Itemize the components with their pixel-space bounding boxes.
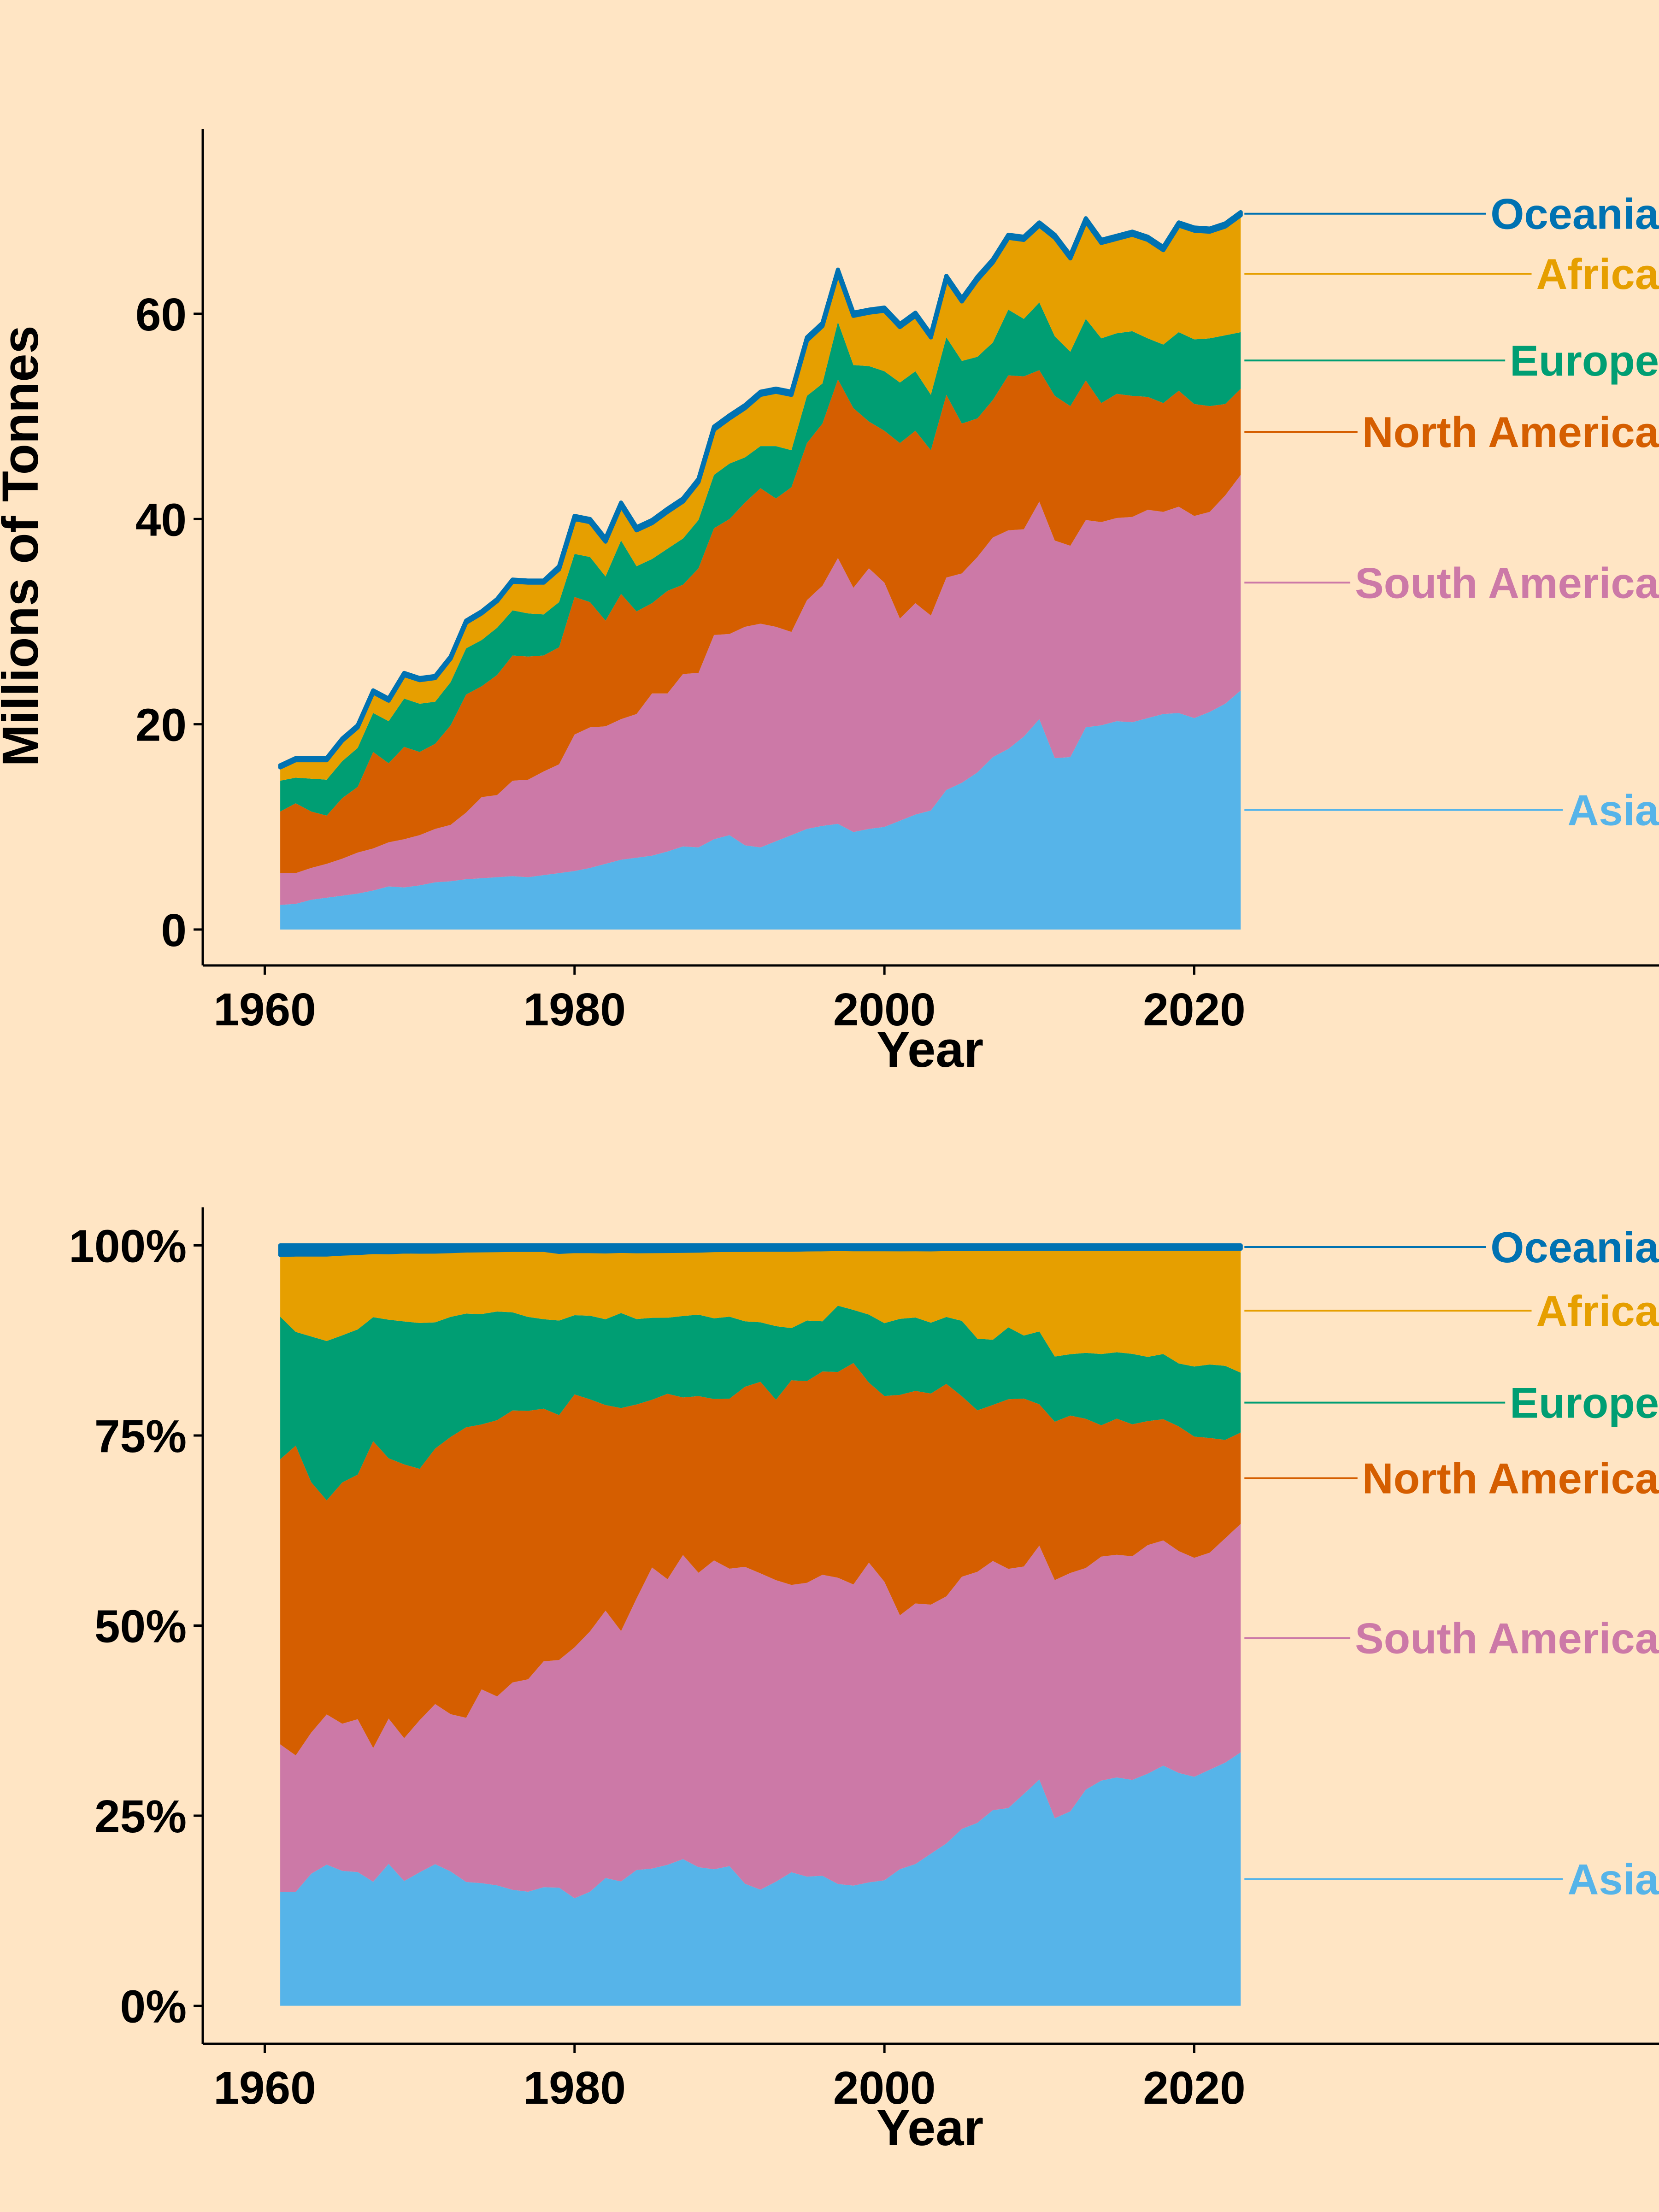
- p2-area-asia: [280, 1752, 1241, 2006]
- p2-x-tick-label: 2000: [833, 2062, 935, 2114]
- absolute-tonnes-panel: 0 20 40 60 1960 1980 2000 2020 Year Millions o…: [0, 129, 1659, 1078]
- p1-label-north-america: North America: [1362, 408, 1659, 456]
- p2-area-north-america: [280, 1363, 1241, 1756]
- p1-y-tick-label: 60: [135, 289, 187, 341]
- p1-y-ticks: 0 20 40 60: [135, 289, 203, 956]
- p2-series-labels: Asia South America North America Europe Afri…: [1355, 1223, 1659, 1904]
- p1-label-oceania: Oceania: [1490, 190, 1659, 238]
- p2-label-asia: Asia: [1567, 1855, 1659, 1904]
- p2-series-areas: [278, 1243, 1243, 2006]
- p1-label-africa: Africa: [1536, 250, 1659, 298]
- p2-y-tick-label: 50%: [94, 1601, 187, 1653]
- p1-series-areas: [278, 210, 1243, 930]
- p2-x-tick-label: 1960: [213, 2062, 316, 2114]
- p1-series-labels: Asia South America North America Europe Afri…: [1355, 190, 1659, 835]
- p1-y-axis-title: Millions of Tonnes: [0, 325, 49, 766]
- share-percent-panel: 0% 25% 50% 75% 100% 1960 1980 2000 2020 Year As…: [69, 1207, 1659, 2156]
- p1-x-axis-title: Year: [877, 1021, 983, 1078]
- p1-x-tick-label: 2000: [833, 984, 935, 1035]
- p2-label-south-america: South America: [1355, 1614, 1659, 1663]
- p2-x-axis-title: Year: [877, 2100, 983, 2156]
- p1-x-tick-label: 1960: [213, 984, 316, 1035]
- p2-area-europe: [280, 1306, 1241, 1500]
- p2-label-leaders: [1244, 1246, 1563, 1880]
- p2-y-ticks: 0% 25% 50% 75% 100%: [69, 1221, 203, 2033]
- p2-label-africa: Africa: [1536, 1287, 1659, 1335]
- p2-y-tick-label: 25%: [94, 1791, 187, 1842]
- p2-y-tick-label: 75%: [94, 1411, 187, 1462]
- p1-x-tick-label: 2020: [1143, 984, 1245, 1035]
- p1-label-asia: Asia: [1567, 786, 1659, 835]
- p2-area-oceania: [278, 1243, 1243, 1257]
- p2-label-north-america: North America: [1362, 1454, 1659, 1503]
- p1-x-ticks: 1960 1980 2000 2020: [213, 965, 1246, 1035]
- p1-label-europe: Europe: [1510, 336, 1659, 385]
- p1-area-africa: [280, 215, 1241, 781]
- p1-y-tick-label: 40: [135, 494, 187, 546]
- p1-area-north-america: [280, 370, 1241, 873]
- p1-label-leaders: [1244, 212, 1563, 811]
- p2-x-tick-label: 1980: [524, 2062, 626, 2114]
- p1-label-south-america: South America: [1355, 559, 1659, 607]
- p2-y-tick-label: 0%: [120, 1981, 187, 2033]
- p2-label-europe: Europe: [1510, 1379, 1659, 1427]
- p2-x-tick-label: 2020: [1143, 2062, 1245, 2114]
- p1-y-tick-label: 0: [161, 905, 187, 956]
- p2-area-africa: [280, 1248, 1241, 1373]
- p2-area-south-america: [280, 1524, 1241, 1899]
- p1-y-tick-label: 20: [135, 700, 187, 751]
- p2-y-tick-label: 100%: [69, 1221, 187, 1272]
- p1-area-asia: [280, 690, 1241, 930]
- p2-label-oceania: Oceania: [1490, 1223, 1659, 1271]
- p1-area-oceania: [278, 210, 1243, 770]
- p1-area-europe: [280, 302, 1241, 816]
- p1-x-tick-label: 1980: [524, 984, 626, 1035]
- p1-area-south-america: [280, 475, 1241, 905]
- p2-x-ticks: 1960 1980 2000 2020: [213, 2044, 1246, 2114]
